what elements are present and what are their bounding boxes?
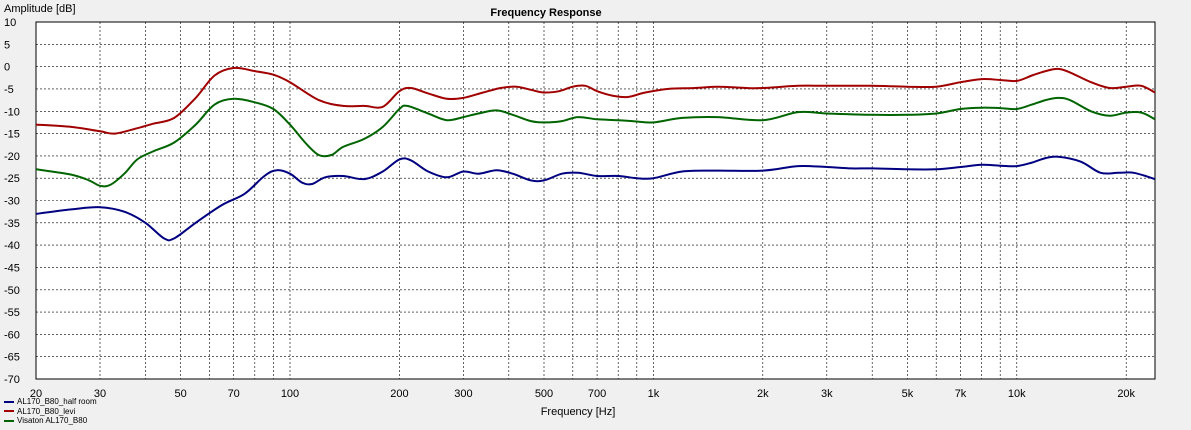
legend-swatch <box>4 419 14 422</box>
series-line-0 <box>35 155 1156 242</box>
y-tick-label: -30 <box>4 196 20 208</box>
x-tick-label: 30 <box>94 388 106 400</box>
legend: AL170_B80_half room AL170_B80_levi Visat… <box>4 397 97 426</box>
y-tick-label: -45 <box>4 262 20 274</box>
y-tick-label: -60 <box>4 329 20 341</box>
y-tick-label: -50 <box>4 285 20 297</box>
x-axis-title: Frequency [Hz] <box>541 406 616 418</box>
x-tick-label: 100 <box>281 388 299 400</box>
x-tick-label: 700 <box>588 388 606 400</box>
x-tick-label: 1k <box>648 388 660 400</box>
plot-area <box>35 21 1156 380</box>
series-line-2 <box>35 96 1156 188</box>
y-tick-label: -55 <box>4 307 20 319</box>
grid <box>36 22 1155 379</box>
y-tick-label: -40 <box>4 240 20 252</box>
legend-item-half-room: AL170_B80_half room <box>4 397 97 407</box>
y-tick-labels: 10 5 0 -5 -10 -15 -20 -25 -30 -35 -40 -45 -50 -55 -60 -… <box>4 17 20 386</box>
y-tick-label: 5 <box>4 39 10 51</box>
legend-label: Visaton AL170_B80 <box>17 416 88 425</box>
x-tick-label: 300 <box>454 388 472 400</box>
x-tick-label: 70 <box>228 388 240 400</box>
x-tick-label: 2k <box>757 388 769 400</box>
y-tick-label: -65 <box>4 352 20 364</box>
y-tick-label: 10 <box>4 17 16 29</box>
legend-item-visaton: Visaton AL170_B80 <box>4 416 97 426</box>
legend-label: AL170_B80_levi <box>17 406 76 416</box>
x-tick-label: 10k <box>1008 388 1026 400</box>
x-tick-label: 3k <box>821 388 833 400</box>
x-tick-label: 500 <box>535 388 553 400</box>
chart-title: Frequency Response <box>490 7 601 19</box>
y-tick-label: 0 <box>4 62 10 74</box>
x-tick-labels: 20 30 50 70 100 200 300 500 700 1k 2k 3k 5k 7k 10k 20k <box>30 388 1136 400</box>
legend-item-levi: AL170_B80_levi <box>4 407 97 417</box>
y-tick-label: -25 <box>4 173 20 185</box>
series-line-1 <box>35 66 1156 135</box>
legend-swatch <box>4 410 14 413</box>
legend-label: AL170_B80_half room <box>17 397 97 406</box>
x-tick-label: 200 <box>390 388 408 400</box>
y-tick-label: -10 <box>4 106 20 118</box>
y-tick-label: -5 <box>4 84 14 96</box>
series-group <box>35 66 1156 242</box>
x-tick-label: 20 <box>30 388 42 400</box>
x-tick-label: 20k <box>1117 388 1135 400</box>
y-tick-label: -70 <box>4 374 20 386</box>
y-tick-label: -20 <box>4 151 20 163</box>
y-tick-label: -35 <box>4 218 20 230</box>
legend-swatch <box>4 400 14 403</box>
x-tick-label: 7k <box>955 388 967 400</box>
y-axis-title: Amplitude [dB] <box>4 3 76 15</box>
y-tick-label: -15 <box>4 129 20 141</box>
x-tick-label: 50 <box>174 388 186 400</box>
x-tick-label: 5k <box>902 388 914 400</box>
